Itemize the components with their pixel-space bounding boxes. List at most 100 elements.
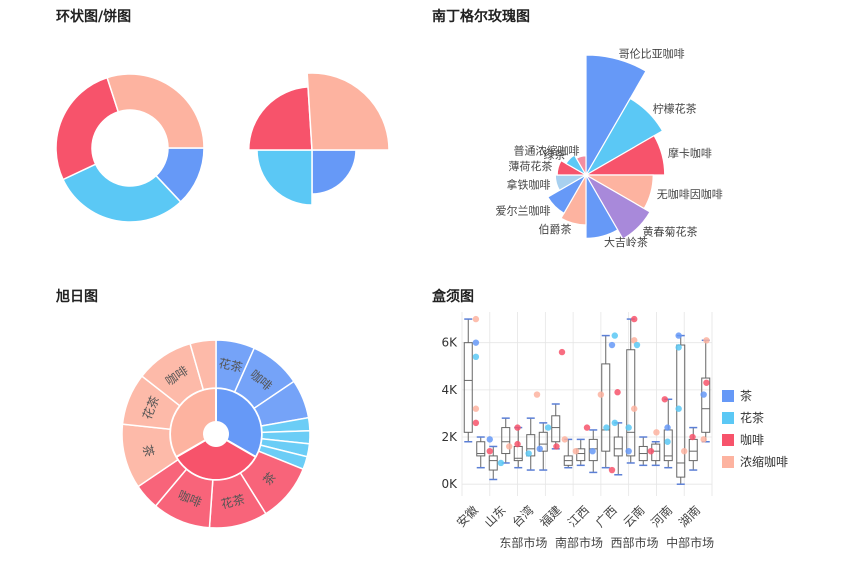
box-point <box>544 424 552 431</box>
box-iqr <box>588 438 598 462</box>
box-point <box>486 447 493 455</box>
nightingale-sector <box>585 172 619 239</box>
box-point <box>631 405 638 412</box>
box-point <box>525 450 532 457</box>
box-point <box>608 341 616 349</box>
box-point <box>675 332 682 339</box>
box-iqr <box>576 448 586 462</box>
box-xtick-label: 河南 <box>648 502 676 530</box>
box-point <box>661 396 668 403</box>
donut-chart <box>55 73 205 223</box>
box-point <box>603 424 610 431</box>
box-iqr <box>613 436 623 457</box>
box-point <box>472 353 480 361</box>
box-point <box>472 315 480 323</box>
box-point <box>700 391 707 398</box>
box-xtick-label: 江西 <box>565 503 592 530</box>
box-group-label: 南部市场 <box>555 535 603 550</box>
box-point <box>675 344 682 351</box>
box-iqr <box>501 427 511 455</box>
box-point <box>553 443 560 450</box>
rose-pie-chart <box>247 72 390 206</box>
box-point <box>703 337 710 344</box>
box-point <box>486 436 493 443</box>
sunburst-label: 花茶 <box>217 355 244 375</box>
box-xtick-label: 山东 <box>482 503 509 530</box>
nightingale-sector <box>585 54 647 178</box>
box-point <box>631 315 638 323</box>
box-point <box>583 424 591 431</box>
legend-swatch <box>722 434 734 446</box>
box-iqr <box>688 438 698 462</box>
box-xtick-label: 广西 <box>593 503 620 530</box>
legend-swatch <box>722 412 734 424</box>
box-iqr <box>538 431 548 452</box>
donut-slice <box>62 163 182 223</box>
box-ytick-label: 4K <box>441 383 458 397</box>
box-point <box>700 436 707 443</box>
box-point <box>631 337 638 344</box>
box-point <box>536 445 543 453</box>
box-panel-title: 盒须图 <box>432 289 474 305</box>
legend-label: 浓缩咖啡 <box>740 454 788 469</box>
box-point <box>664 438 671 445</box>
box-point <box>625 447 632 455</box>
pie-panel-title: 环状图/饼图 <box>56 9 132 25</box>
box-point <box>653 429 660 436</box>
box-point <box>611 332 618 339</box>
nightingale-sector <box>584 97 664 177</box>
box-point <box>561 436 568 443</box>
nightingale-sector <box>584 173 651 240</box>
box-point <box>633 341 641 349</box>
legend-label: 花茶 <box>740 410 764 425</box>
box-xtick-label: 云南 <box>620 502 648 530</box>
sunburst-panel-title: 旭日图 <box>56 289 98 305</box>
sunburst-label: 茶 <box>140 443 157 458</box>
box-iqr <box>626 349 636 457</box>
box-point <box>625 424 632 431</box>
box-group-label: 东部市场 <box>499 535 547 550</box>
box-point <box>681 447 688 455</box>
legend-swatch <box>722 390 734 402</box>
legend-swatch <box>722 456 734 468</box>
rose-pie-slice <box>311 149 357 195</box>
box-point <box>472 419 480 427</box>
box-xtick-label: 湖南 <box>675 502 703 530</box>
box-point <box>611 419 618 427</box>
nightingale-label: 伯爵茶 <box>539 222 572 236</box>
box-point <box>514 440 521 448</box>
box-ytick-label: 0K <box>441 477 458 491</box>
box-group-label: 西部市场 <box>611 535 659 550</box>
box-point <box>664 424 671 431</box>
legend-label: 茶 <box>740 388 752 403</box>
box-point <box>558 348 566 356</box>
box-iqr <box>463 342 473 433</box>
rose-pie-slice <box>247 86 313 151</box>
box-iqr <box>488 455 498 471</box>
box-iqr <box>601 363 611 452</box>
box-point <box>472 405 480 412</box>
box-point <box>675 405 682 412</box>
nightingale-sector <box>583 134 666 176</box>
nightingale-label: 哥伦比亚咖啡 <box>619 46 685 60</box>
box-xtick-label: 安徽 <box>453 502 481 530</box>
sunburst-outer-segment <box>189 339 217 391</box>
box-point <box>608 466 616 474</box>
box-xtick-label: 台湾 <box>509 502 537 530</box>
nightingale-label: 爱尔兰咖啡 <box>496 203 551 217</box>
box-point <box>647 447 655 455</box>
nightingale-sector <box>575 155 587 178</box>
box-point <box>472 339 480 346</box>
nightingale-sector <box>554 174 589 192</box>
nightingale-label: 普通浓缩咖啡 <box>513 144 579 158</box>
box-point <box>572 447 580 455</box>
nightingale-label: 无咖啡因咖啡 <box>657 187 723 201</box>
box-ytick-label: 2K <box>441 430 458 444</box>
nightingale-panel-title: 南丁格尔玫瑰图 <box>432 9 530 25</box>
box-point <box>589 447 596 455</box>
box-xtick-label: 福建 <box>537 502 565 530</box>
box-iqr <box>701 377 711 433</box>
